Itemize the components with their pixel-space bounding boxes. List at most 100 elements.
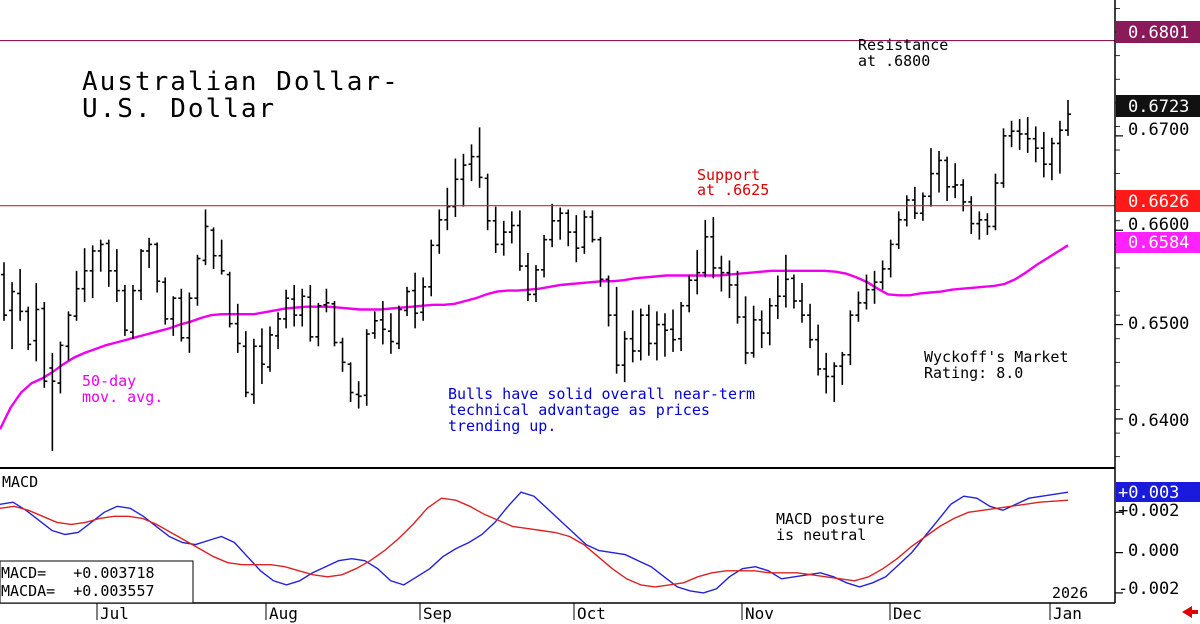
price-bar xyxy=(670,309,677,352)
price-bar xyxy=(121,284,128,336)
price-bar xyxy=(331,300,338,347)
price-bar xyxy=(589,210,596,243)
price-bar xyxy=(750,305,757,358)
price-bar xyxy=(492,206,499,253)
price-bar xyxy=(347,362,354,402)
price-bar xyxy=(718,255,725,292)
price-bar xyxy=(105,239,112,287)
month-label-aug: Aug xyxy=(269,604,298,623)
price-bar xyxy=(339,337,346,372)
price-bar xyxy=(1,262,7,321)
price-bar xyxy=(952,163,959,199)
macda-readout: MACDA= +0.003557 xyxy=(1,582,155,600)
price-bar xyxy=(694,250,701,295)
price-bar xyxy=(726,260,733,299)
macda-signal-line xyxy=(0,497,1069,588)
price-bar xyxy=(758,310,765,349)
y-tick-0.6400: 0.6400 xyxy=(1128,411,1189,431)
price-bar xyxy=(379,300,386,345)
price-bar xyxy=(919,192,926,221)
price-bar xyxy=(1065,100,1071,136)
price-bar xyxy=(444,187,451,231)
macd-lines xyxy=(0,491,1123,594)
price-bar xyxy=(436,209,443,254)
support-tag-label: 0.6626 xyxy=(1128,192,1189,212)
price-bar xyxy=(404,286,411,317)
analysis-note-1: Bulls have solid overall near-term xyxy=(448,385,755,403)
price-bar xyxy=(363,329,370,406)
price-bar xyxy=(395,305,402,350)
scroll-left-arrow-icon[interactable] xyxy=(1182,606,1198,618)
price-bar xyxy=(549,203,556,248)
price-bar xyxy=(911,186,918,219)
right-axis-ticks xyxy=(1115,8,1123,458)
price-bar xyxy=(1008,120,1015,148)
price-bar xyxy=(799,283,805,323)
price-bar xyxy=(129,284,136,339)
price-bar xyxy=(307,284,314,342)
year-label: 2026 xyxy=(1052,584,1088,602)
price-bar xyxy=(557,207,564,240)
price-bar xyxy=(1056,120,1063,174)
price-bar xyxy=(291,284,298,327)
price-bar xyxy=(1032,126,1039,163)
price-bar xyxy=(452,158,459,218)
y-tick-0.6700: 0.6700 xyxy=(1128,120,1189,140)
price-bar xyxy=(355,381,362,409)
price-bar xyxy=(500,220,507,256)
support-tag xyxy=(1116,190,1200,212)
price-bar xyxy=(533,265,539,302)
price-bar xyxy=(210,227,217,269)
price-bar xyxy=(653,311,660,361)
price-bar xyxy=(984,213,991,235)
ma-label-2: mov. avg. xyxy=(82,388,163,406)
macd-line xyxy=(0,491,1069,594)
price-bar xyxy=(234,303,241,353)
price-bar xyxy=(428,239,435,297)
macd-y-tick-3: -0.002 xyxy=(1118,579,1179,599)
price-bar xyxy=(267,326,273,372)
macd-tag xyxy=(1116,482,1200,502)
y-tick-0.6500: 0.6500 xyxy=(1128,314,1189,334)
macd-panel-title: MACD xyxy=(2,473,38,491)
price-bar xyxy=(476,127,483,188)
price-bar xyxy=(927,148,934,207)
price-bar xyxy=(839,351,846,385)
price-bar xyxy=(202,209,209,266)
price-bar xyxy=(815,324,822,376)
price-bar xyxy=(315,302,322,347)
price-bar xyxy=(178,288,185,342)
month-label-dec: Dec xyxy=(893,604,922,623)
price-bar xyxy=(734,270,741,324)
price-bar xyxy=(154,242,161,293)
y-tick-0.6600: 0.6600 xyxy=(1128,215,1189,235)
price-bar xyxy=(887,239,894,278)
price-bar xyxy=(879,260,886,290)
price-bar xyxy=(976,211,983,240)
price-bar xyxy=(621,331,628,383)
price-bar xyxy=(113,249,120,302)
price-bar xyxy=(790,274,797,309)
price-bar xyxy=(605,275,612,327)
last-price-tag xyxy=(1116,95,1200,117)
price-bar xyxy=(1000,128,1007,188)
price-bar xyxy=(81,248,88,302)
rating-note-2: Rating: 8.0 xyxy=(924,364,1023,382)
macd-readout: MACD= +0.003718 xyxy=(1,564,155,582)
price-bar xyxy=(420,277,427,321)
ma-tag xyxy=(1116,232,1200,253)
resistance-note-2: at .6800 xyxy=(858,52,930,70)
price-bar xyxy=(629,310,636,363)
price-bar xyxy=(831,362,838,402)
rating-note-1: Wyckoff's Market xyxy=(924,348,1069,366)
price-bar xyxy=(637,308,644,361)
price-bar xyxy=(226,271,233,328)
price-bar xyxy=(371,311,378,339)
macd-tag-label: +0.003 xyxy=(1118,483,1179,503)
price-bar xyxy=(903,195,910,227)
month-label-oct: Oct xyxy=(577,604,606,623)
price-bar xyxy=(1040,132,1047,178)
price-bar xyxy=(871,270,878,304)
